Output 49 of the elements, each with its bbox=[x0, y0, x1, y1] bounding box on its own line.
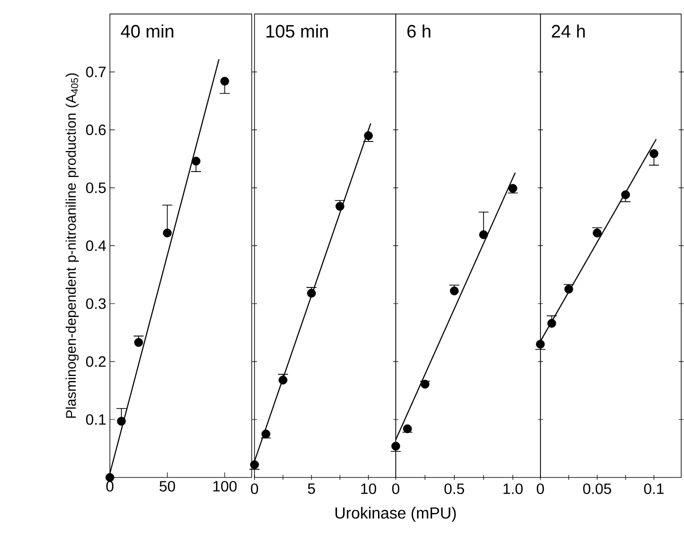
x-tick-label: 0 bbox=[392, 483, 400, 494]
y-tick-label: 0.6 bbox=[86, 124, 106, 135]
point bbox=[403, 424, 412, 433]
point bbox=[162, 228, 172, 238]
point bbox=[105, 472, 114, 482]
point bbox=[536, 340, 545, 348]
point bbox=[391, 442, 400, 450]
chart-title: 24 h bbox=[552, 24, 585, 38]
x-tick-label: 0 bbox=[536, 483, 544, 494]
point bbox=[250, 460, 259, 469]
point bbox=[621, 190, 630, 199]
x-tick-label: 0.5 bbox=[444, 483, 464, 494]
point bbox=[278, 376, 288, 384]
x-tick-label: 0.1 bbox=[644, 483, 664, 494]
point bbox=[547, 318, 556, 328]
point bbox=[364, 131, 373, 140]
point bbox=[564, 284, 574, 294]
point bbox=[262, 429, 270, 438]
point bbox=[220, 76, 230, 86]
x-tick-label: 5 bbox=[308, 483, 315, 494]
point bbox=[134, 338, 143, 347]
chart-title: 105 min bbox=[266, 24, 328, 38]
point bbox=[450, 286, 459, 296]
y-tick-label: 0.1 bbox=[86, 414, 106, 425]
x-tick-label: 0 bbox=[250, 483, 258, 494]
point bbox=[307, 288, 316, 298]
point bbox=[116, 416, 126, 426]
chart-title: 40 min bbox=[120, 24, 174, 38]
point bbox=[508, 184, 518, 193]
x-tick-label: 1.0 bbox=[504, 483, 523, 494]
x-axis-title: Urokinase (mPU) bbox=[336, 506, 456, 522]
y-tick-label: 0.3 bbox=[86, 298, 106, 309]
y-tick-label: 0.2 bbox=[86, 356, 106, 367]
point bbox=[650, 149, 658, 158]
point bbox=[479, 230, 488, 239]
chart-title: 6 h bbox=[407, 24, 430, 38]
point bbox=[420, 380, 430, 388]
y-axis-title: Plasminogen-dependent p-nitroaniline production (A$_{405}$) bbox=[66, 73, 79, 418]
point bbox=[336, 202, 344, 211]
x-tick-label: 0.05 bbox=[583, 483, 612, 494]
y-tick-label: 0.5 bbox=[86, 182, 106, 193]
y-tick-label: 0.7 bbox=[86, 66, 106, 78]
y-tick-label: 0.4 bbox=[86, 240, 106, 251]
x-tick-label: 100 bbox=[213, 480, 237, 492]
x-tick-label: 0 bbox=[106, 480, 114, 492]
point bbox=[192, 156, 200, 166]
point bbox=[592, 228, 602, 238]
x-tick-label: 10 bbox=[361, 483, 376, 494]
x-tick-label: 50 bbox=[160, 480, 176, 492]
